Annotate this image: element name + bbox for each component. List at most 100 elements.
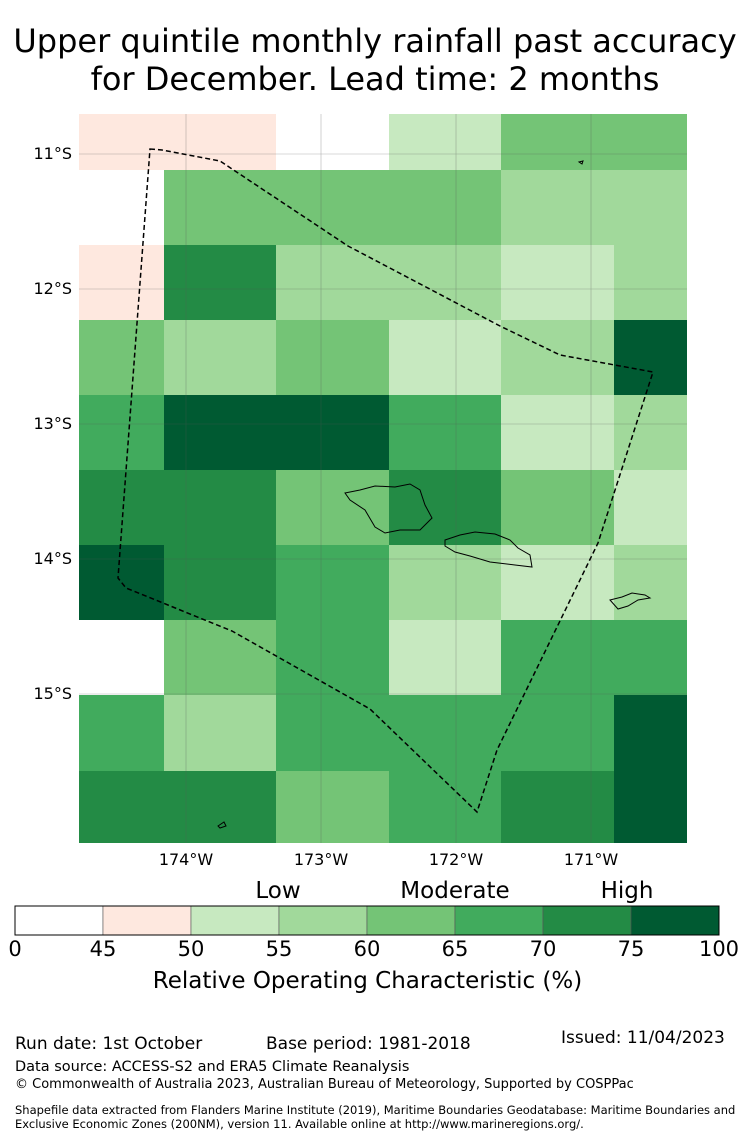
legend-tick: 55: [265, 937, 293, 961]
lat-label-12s: 12°S: [33, 279, 72, 298]
lat-label-11s: 11°S: [33, 144, 72, 163]
grid-cell: [276, 170, 389, 245]
legend-tick: 70: [529, 937, 557, 961]
grid-cell: [389, 395, 501, 470]
grid-cell: [164, 320, 276, 395]
grid-cell: [501, 545, 614, 620]
title-line-1: Upper quintile monthly rainfall past acc…: [13, 22, 737, 60]
legend-category-moderate: Moderate: [400, 878, 510, 904]
grid-cell: [276, 695, 389, 771]
grid-cell: [164, 470, 276, 545]
map-title: Upper quintile monthly rainfall past acc…: [0, 22, 750, 98]
grid-cell: [79, 395, 164, 470]
grid-cell: [79, 545, 164, 620]
grid-cell: [614, 245, 687, 320]
legend-tick: 75: [617, 937, 645, 961]
grid-cell: [389, 170, 501, 245]
colorbar-swatch: [190, 905, 280, 936]
grid-cell: [614, 320, 687, 395]
eez-boundary: [117, 148, 654, 814]
lon-label-173w: 173°W: [293, 850, 349, 869]
lat-label-13s: 13°S: [33, 414, 72, 433]
colorbar-frame: [14, 905, 720, 936]
grid-cell: [389, 470, 501, 545]
title-line-2: for December. Lead time: 2 months: [90, 60, 660, 98]
grid-cell: [164, 695, 276, 771]
grid-cell: [501, 695, 614, 771]
legend-tick: 45: [89, 937, 117, 961]
colorbar-swatch: [542, 905, 632, 936]
grid-cell: [614, 545, 687, 620]
legend-tick: 60: [353, 937, 381, 961]
grid-cell: [501, 620, 614, 695]
grid-cell: [501, 170, 614, 245]
run-date: Run date: 1st October: [15, 1034, 203, 1054]
grid-cell: [79, 470, 164, 545]
grid-cell: [614, 170, 687, 245]
colorbar-swatch: [630, 905, 720, 936]
base-period: Base period: 1981-2018: [266, 1034, 471, 1054]
legend-tick: 65: [441, 937, 469, 961]
grid-cell: [276, 395, 389, 470]
grid-cell: [79, 620, 164, 695]
rainfall-grid: [79, 114, 687, 843]
small-island-north: [577, 160, 584, 165]
colorbar-swatch: [454, 905, 544, 936]
grid-cell: [164, 114, 276, 170]
grid-cell: [79, 695, 164, 771]
grid-cell: [389, 545, 501, 620]
legend-tick: 0: [8, 937, 22, 961]
legend-tick: 50: [177, 937, 205, 961]
colorbar-swatch: [278, 905, 368, 936]
tutuila-island: [609, 592, 652, 610]
grid-cell: [164, 771, 276, 843]
legend-category-high: High: [600, 878, 654, 904]
grid-cell: [614, 620, 687, 695]
legend-category-low: Low: [255, 878, 301, 904]
grid-cell: [276, 114, 389, 170]
grid-cell: [389, 245, 501, 320]
grid-cell: [389, 771, 501, 843]
colorbar-swatch: [366, 905, 456, 936]
grid-cell: [79, 320, 164, 395]
small-island-south: [217, 821, 227, 829]
savaii-island: [344, 483, 433, 534]
lat-label-14s: 14°S: [33, 549, 72, 568]
colorbar-swatch: [102, 905, 192, 936]
grid-cell: [389, 695, 501, 771]
grid-cell: [79, 771, 164, 843]
grid-cell: [614, 470, 687, 545]
copyright: © Commonwealth of Australia 2023, Austra…: [15, 1077, 634, 1092]
lon-label-174w: 174°W: [158, 850, 214, 869]
grid-cell: [164, 395, 276, 470]
grid-cell: [389, 620, 501, 695]
lon-label-172w: 172°W: [428, 850, 484, 869]
grid-cell: [501, 771, 614, 843]
grid-cell: [276, 245, 389, 320]
grid-cell: [501, 245, 614, 320]
grid-cell: [389, 320, 501, 395]
data-source: Data source: ACCESS-S2 and ERA5 Climate …: [15, 1059, 410, 1075]
graticule: [79, 114, 687, 843]
grid-cell: [614, 395, 687, 470]
colorbar-title: Relative Operating Characteristic (%): [152, 968, 583, 994]
grid-cell: [276, 320, 389, 395]
legend-tick: 100: [698, 937, 740, 961]
grid-cell: [389, 114, 501, 170]
grid-cell: [276, 545, 389, 620]
grid-cell: [79, 170, 164, 245]
lon-label-171w: 171°W: [563, 850, 619, 869]
issued-date: Issued: 11/04/2023: [561, 1028, 725, 1048]
grid-cell: [276, 771, 389, 843]
shapefile-credit: Shapefile data extracted from Flanders M…: [15, 1103, 736, 1131]
grid-cell: [276, 470, 389, 545]
grid-cell: [164, 170, 276, 245]
grid-cell: [614, 114, 687, 170]
grid-cell: [501, 114, 614, 170]
upolu-island: [444, 531, 533, 568]
grid-cell: [79, 245, 164, 320]
colorbar: [14, 905, 720, 936]
grid-cell: [614, 771, 687, 843]
grid-cell: [501, 320, 614, 395]
